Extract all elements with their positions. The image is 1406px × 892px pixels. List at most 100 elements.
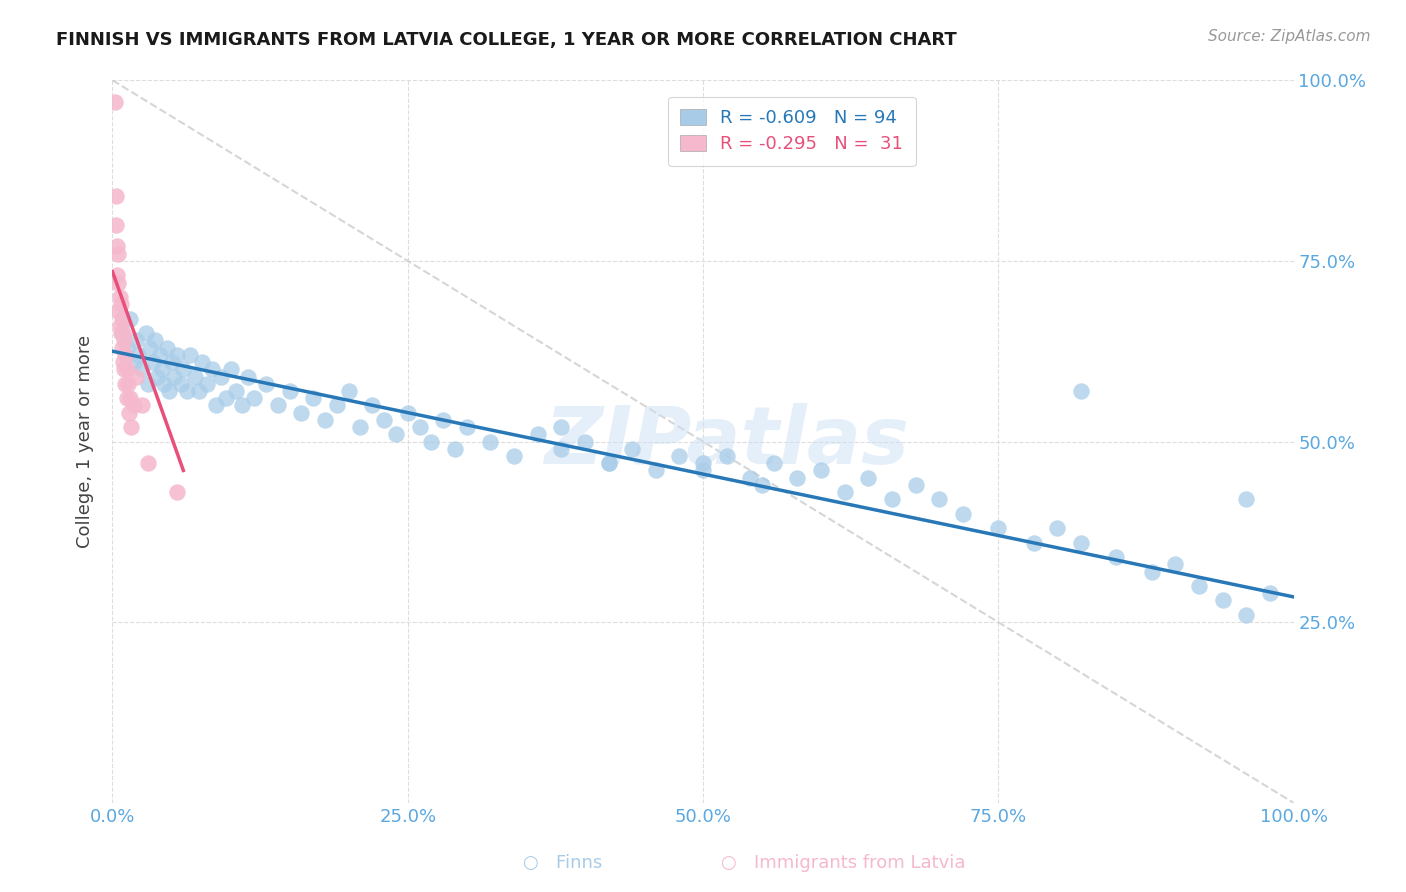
Point — [150, 362, 173, 376]
Legend: R = -0.609   N = 94, R = -0.295   N =  31: R = -0.609 N = 94, R = -0.295 N = 31 — [668, 96, 915, 166]
Point — [314, 413, 336, 427]
Point — [219, 362, 242, 376]
Point — [668, 449, 690, 463]
Point — [166, 348, 188, 362]
Point — [1140, 565, 1163, 579]
Point — [361, 398, 384, 412]
Point — [153, 376, 176, 391]
Point — [456, 420, 478, 434]
Point — [166, 485, 188, 500]
Point — [810, 463, 832, 477]
Point — [349, 420, 371, 434]
Point — [139, 341, 162, 355]
Point — [408, 420, 430, 434]
Point — [1164, 558, 1187, 572]
Point — [225, 384, 247, 398]
Point — [1070, 535, 1092, 549]
Point — [120, 311, 142, 326]
Point — [621, 442, 644, 456]
Text: ○   Finns: ○ Finns — [523, 855, 602, 872]
Text: FINNISH VS IMMIGRANTS FROM LATVIA COLLEGE, 1 YEAR OR MORE CORRELATION CHART: FINNISH VS IMMIGRANTS FROM LATVIA COLLEG… — [56, 31, 957, 49]
Point — [238, 369, 260, 384]
Point — [115, 341, 138, 355]
Point — [120, 420, 142, 434]
Y-axis label: College, 1 year or more: College, 1 year or more — [76, 335, 94, 548]
Point — [156, 341, 179, 355]
Point — [952, 507, 974, 521]
Point — [122, 398, 145, 412]
Point — [385, 427, 408, 442]
Point — [115, 391, 138, 405]
Point — [740, 470, 762, 484]
Point — [1258, 586, 1281, 600]
Point — [598, 456, 620, 470]
Point — [112, 362, 135, 376]
Text: ○   Immigrants from Latvia: ○ Immigrants from Latvia — [721, 855, 966, 872]
Point — [149, 348, 172, 362]
Point — [120, 391, 142, 405]
Point — [157, 384, 180, 398]
Point — [396, 406, 419, 420]
Point — [170, 376, 193, 391]
Point — [420, 434, 443, 449]
Point — [117, 376, 139, 391]
Point — [904, 478, 927, 492]
Point — [503, 449, 526, 463]
Point — [195, 376, 218, 391]
Point — [254, 376, 277, 391]
Point — [105, 239, 128, 253]
Point — [112, 355, 135, 369]
Point — [751, 478, 773, 492]
Point — [209, 369, 232, 384]
Point — [858, 470, 880, 484]
Point — [111, 311, 134, 326]
Point — [231, 398, 253, 412]
Point — [110, 297, 132, 311]
Point — [176, 384, 198, 398]
Point — [112, 326, 135, 340]
Point — [163, 369, 186, 384]
Point — [326, 398, 349, 412]
Point — [716, 449, 738, 463]
Point — [1188, 579, 1211, 593]
Point — [146, 369, 169, 384]
Point — [1234, 492, 1257, 507]
Point — [184, 369, 207, 384]
Point — [108, 290, 131, 304]
Point — [278, 384, 301, 398]
Text: Source: ZipAtlas.com: Source: ZipAtlas.com — [1208, 29, 1371, 44]
Point — [172, 362, 194, 376]
Point — [786, 470, 808, 484]
Point — [834, 485, 856, 500]
Point — [131, 362, 153, 376]
Point — [692, 463, 714, 477]
Point — [290, 406, 312, 420]
Point — [432, 413, 454, 427]
Point — [526, 427, 548, 442]
Point — [108, 318, 131, 333]
Point — [1234, 607, 1257, 622]
Point — [373, 413, 395, 427]
Point — [143, 334, 166, 348]
Point — [444, 442, 467, 456]
Point — [187, 384, 209, 398]
Point — [136, 456, 159, 470]
Point — [267, 398, 290, 412]
Point — [122, 355, 145, 369]
Point — [1022, 535, 1045, 549]
Point — [550, 420, 572, 434]
Point — [644, 463, 666, 477]
Point — [125, 369, 148, 384]
Point — [302, 391, 325, 405]
Point — [762, 456, 785, 470]
Point — [880, 492, 903, 507]
Point — [115, 362, 138, 376]
Point — [114, 376, 136, 391]
Point — [215, 391, 238, 405]
Point — [1105, 550, 1128, 565]
Point — [125, 334, 148, 348]
Point — [928, 492, 950, 507]
Point — [131, 398, 153, 412]
Point — [107, 246, 129, 260]
Point — [1046, 521, 1069, 535]
